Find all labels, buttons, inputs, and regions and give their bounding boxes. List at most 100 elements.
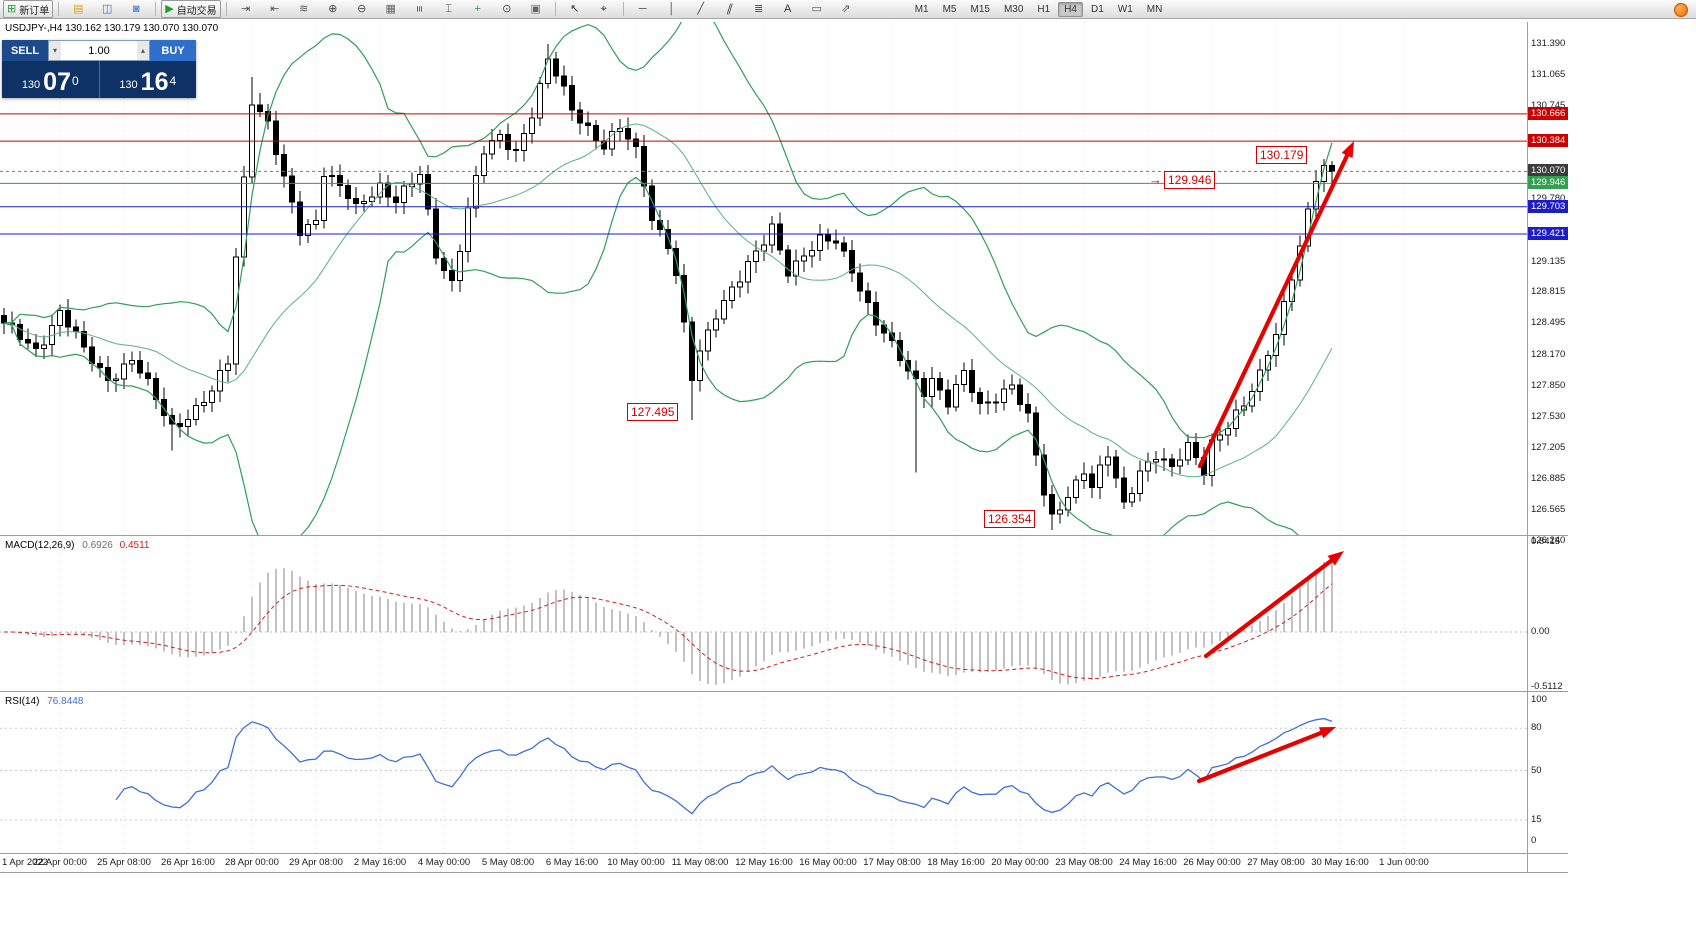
price-axis-border: [1527, 22, 1528, 872]
templates-glyph: ▣: [530, 3, 541, 15]
price-axis-label: 129.135: [1531, 255, 1566, 267]
text-label-icon[interactable]: ▭: [803, 0, 831, 18]
zoom-out-icon[interactable]: ⊖: [348, 0, 376, 18]
panel-separator: [0, 853, 1568, 854]
bar-chart-icon[interactable]: ≡: [406, 0, 434, 18]
main-price-chart[interactable]: [0, 22, 1527, 535]
fibonacci-icon[interactable]: ≣: [745, 0, 773, 18]
price-annotation[interactable]: 126.354: [984, 510, 1036, 528]
timeframe-d1-button[interactable]: D1: [1091, 3, 1104, 15]
trend-arrow[interactable]: [1197, 141, 1354, 469]
timeframe-h4-button[interactable]: H4: [1058, 1, 1083, 17]
timeframe-w1-button[interactable]: W1: [1117, 3, 1133, 15]
cursor-glyph: ↖: [570, 3, 580, 15]
toolbar: ⊞ 新订单 ▤ ◫ ◙ ▶ 自动交易 ⇥ ⇤ ≋ ⊕ ⊖ ▦ ≡ ⌶ + ⊙ ▣ ↖ ⌖ ─ │ ╱ ∥ ≣ A ▭ ⇗ M1 M5 M1…: [0, 0, 1696, 19]
indicators-glyph: +: [474, 3, 481, 15]
cursor-icon[interactable]: ↖: [561, 0, 589, 18]
autotrading-button[interactable]: ▶ 自动交易: [161, 0, 221, 18]
autoscroll-glyph: ⇥: [241, 3, 251, 15]
time-axis-label: 6 May 16:00: [545, 857, 599, 868]
price-annotation[interactable]: 127.495: [627, 403, 679, 421]
crosshair-icon[interactable]: ⌖: [590, 0, 618, 18]
bar-chart-glyph: ≡: [413, 5, 426, 13]
time-axis-label: 24 May 16:00: [1119, 857, 1177, 868]
timeframe-m5-button[interactable]: M5: [942, 3, 957, 15]
bollinger-upper-band: [3, 22, 1333, 439]
time-axis-label: 26 May 00:00: [1183, 857, 1241, 868]
timeframe-m30-button[interactable]: M30: [1003, 3, 1024, 15]
buy-button[interactable]: BUY: [150, 40, 196, 61]
connection-status-icon[interactable]: [1674, 3, 1688, 17]
chart-bottom-border: [0, 872, 1568, 873]
trend-arrow[interactable]: [1203, 551, 1344, 659]
indicators-icon[interactable]: +: [464, 0, 492, 18]
comments-icon[interactable]: ◙: [122, 0, 150, 18]
templates-icon[interactable]: ▣: [522, 0, 550, 18]
time-axis-label: 22 Apr 00:00: [33, 857, 87, 868]
zoom-in-icon[interactable]: ⊕: [319, 0, 347, 18]
time-axis-label: 16 May 00:00: [799, 857, 857, 868]
rsi-indicator-panel[interactable]: [0, 692, 1527, 853]
arrows-icon[interactable]: ⇗: [832, 0, 860, 18]
ask-price[interactable]: 130 16 4: [100, 61, 197, 98]
trendline-icon[interactable]: ╱: [687, 0, 715, 18]
timeframe-m1-button[interactable]: M1: [914, 3, 929, 15]
charts-icon[interactable]: ▤: [64, 0, 92, 18]
timeframe-m15-button[interactable]: M15: [970, 3, 990, 15]
tile-windows-icon[interactable]: ◫: [93, 0, 121, 18]
horizontal-line-icon[interactable]: ─: [629, 0, 657, 18]
bid-price[interactable]: 130 07 0: [2, 61, 99, 98]
timeframe-h1-button[interactable]: H1: [1037, 3, 1051, 15]
sell-button[interactable]: SELL: [2, 40, 48, 61]
channel-glyph: ∥: [724, 3, 735, 15]
fibonacci-glyph: ≣: [754, 3, 764, 15]
macd-indicator-panel[interactable]: [0, 536, 1527, 691]
time-axis-label: 29 Apr 08:00: [289, 857, 343, 868]
price-divider: [98, 61, 100, 98]
price-axis-label: 126.885: [1531, 472, 1566, 484]
macd-label: MACD(12,26,9) 0.6926 0.4511: [5, 540, 149, 551]
grid-icon[interactable]: ▦: [377, 0, 405, 18]
zoom-in-glyph: ⊕: [328, 3, 338, 15]
volume-value[interactable]: 1.00: [88, 44, 110, 57]
chart-shift-icon[interactable]: ⇤: [261, 0, 289, 18]
macd-signal-value: 0.4511: [119, 540, 150, 551]
volume-stepper[interactable]: ▾ 1.00 ▴: [48, 40, 150, 61]
price-axis-badge: 130.666: [1528, 106, 1569, 120]
panel-separator[interactable]: [0, 691, 1568, 692]
toolbar-separator: [622, 2, 624, 16]
text-icon[interactable]: A: [774, 0, 802, 18]
time-axis-label: 1 Apr 2022: [2, 857, 48, 868]
price-annotation[interactable]: 130.179: [1256, 146, 1308, 164]
price-axis-badge: 129.946: [1528, 176, 1569, 190]
time-axis-label: 28 Apr 00:00: [225, 857, 279, 868]
periods-icon[interactable]: ⊙: [493, 0, 521, 18]
vertical-line-icon[interactable]: │: [658, 0, 686, 18]
time-axis-label: 20 May 00:00: [991, 857, 1049, 868]
autoscroll-icon[interactable]: ⇥: [232, 0, 260, 18]
text-label-glyph: ▭: [811, 3, 822, 15]
ask-price-pips: 16: [140, 68, 169, 96]
rsi-label: RSI(14) 76.8448: [5, 696, 83, 707]
grid-lines: [59, 692, 1405, 853]
volume-increase-button[interactable]: ▴: [137, 41, 149, 60]
text-glyph: A: [784, 3, 792, 15]
overlap-charts-icon[interactable]: ≋: [290, 0, 318, 18]
volume-decrease-button[interactable]: ▾: [49, 41, 61, 60]
price-annotation[interactable]: 129.946: [1164, 171, 1216, 189]
macd-main-value: 0.6926: [82, 540, 113, 551]
new-order-button[interactable]: ⊞ 新订单: [3, 0, 54, 18]
price-axis-label: 127.205: [1531, 441, 1566, 453]
rsi-axis-label: 15: [1531, 813, 1542, 825]
ask-price-point: 4: [169, 74, 177, 88]
rsi-name: RSI(14): [5, 696, 40, 707]
trend-arrow[interactable]: [1196, 727, 1336, 784]
price-axis-label: 127.530: [1531, 410, 1566, 422]
channel-icon[interactable]: ∥: [716, 0, 744, 18]
panel-separator[interactable]: [0, 535, 1568, 536]
zoom-out-glyph: ⊖: [357, 3, 367, 15]
timeframe-mn-button[interactable]: MN: [1146, 3, 1163, 15]
time-axis-label: 26 Apr 16:00: [161, 857, 215, 868]
time-axis-label: 1 Jun 00:00: [1379, 857, 1429, 868]
candlestick-chart-icon[interactable]: ⌶: [435, 0, 463, 18]
